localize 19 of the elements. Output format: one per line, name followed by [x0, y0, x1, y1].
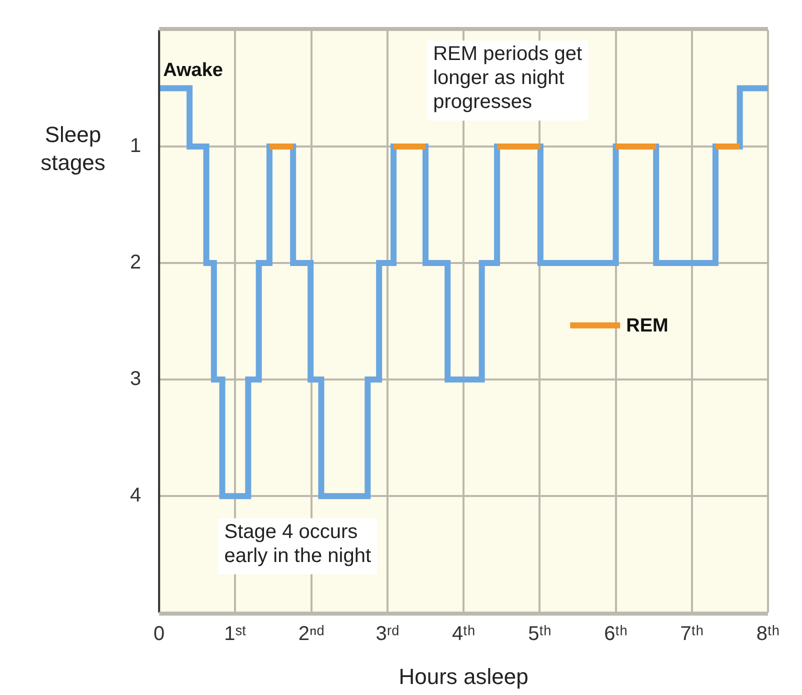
x-tick-label: 1ˢᵗ: [224, 623, 246, 646]
y-tick-label: 1: [130, 135, 142, 158]
x-axis-title: Hours asleep: [398, 664, 528, 689]
x-tick-label: 4ᵗʰ: [452, 623, 476, 646]
x-tick-label: 8ᵗʰ: [756, 623, 780, 646]
legend-label: REM: [626, 316, 668, 337]
y-axis-title: Sleep stages: [40, 122, 106, 175]
y-tick-label: 3: [130, 368, 142, 390]
annotation: Stage 4 occurs early in the night: [224, 520, 372, 567]
x-tick-label: 3ʳᵈ: [376, 623, 400, 646]
annotation: Awake: [163, 60, 223, 81]
y-tick-label: 2: [130, 252, 142, 274]
x-tick-label: 7ᵗʰ: [680, 623, 704, 646]
annotation: REM periods get longer as night progresses: [433, 43, 583, 114]
x-tick-label: 2ⁿᵈ: [298, 623, 324, 646]
x-tick-label: 6ᵗʰ: [604, 623, 628, 646]
y-tick-label: 4: [130, 484, 142, 507]
x-tick-label: 0: [154, 623, 165, 646]
x-tick-label: 5ᵗʰ: [528, 623, 552, 646]
